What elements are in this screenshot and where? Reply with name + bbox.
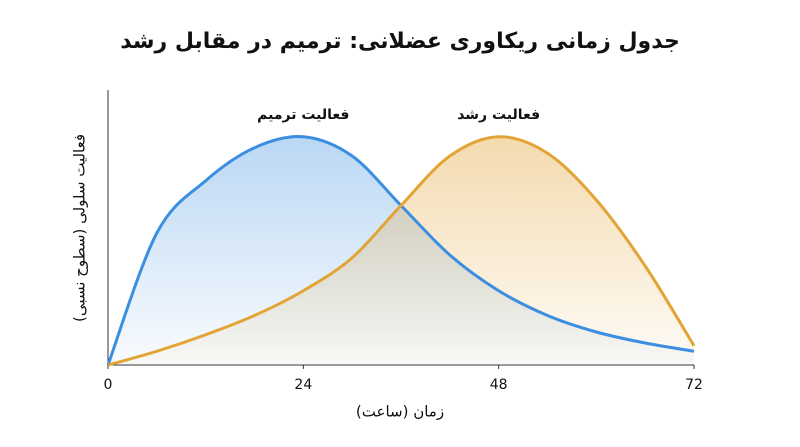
series-label: فعالیت ترمیم bbox=[257, 107, 349, 123]
series-line bbox=[107, 135, 696, 367]
x-tick-label: 0 bbox=[104, 377, 113, 393]
series-label: فعالیت رشد bbox=[457, 107, 540, 123]
chart-title: جدول زمانی ریکاوری عضلانی: ترمیم در مقاب… bbox=[120, 29, 680, 54]
series-area bbox=[108, 136, 694, 365]
x-axis-label: زمان (ساعت) bbox=[356, 403, 444, 421]
x-tick-label: 48 bbox=[490, 377, 508, 393]
y-axis-label: فعالیت سلولی (سطوح نسبی) bbox=[71, 134, 89, 322]
series-line bbox=[106, 135, 695, 366]
x-tick-label: 72 bbox=[685, 377, 703, 393]
x-tick-label: 24 bbox=[294, 377, 312, 393]
